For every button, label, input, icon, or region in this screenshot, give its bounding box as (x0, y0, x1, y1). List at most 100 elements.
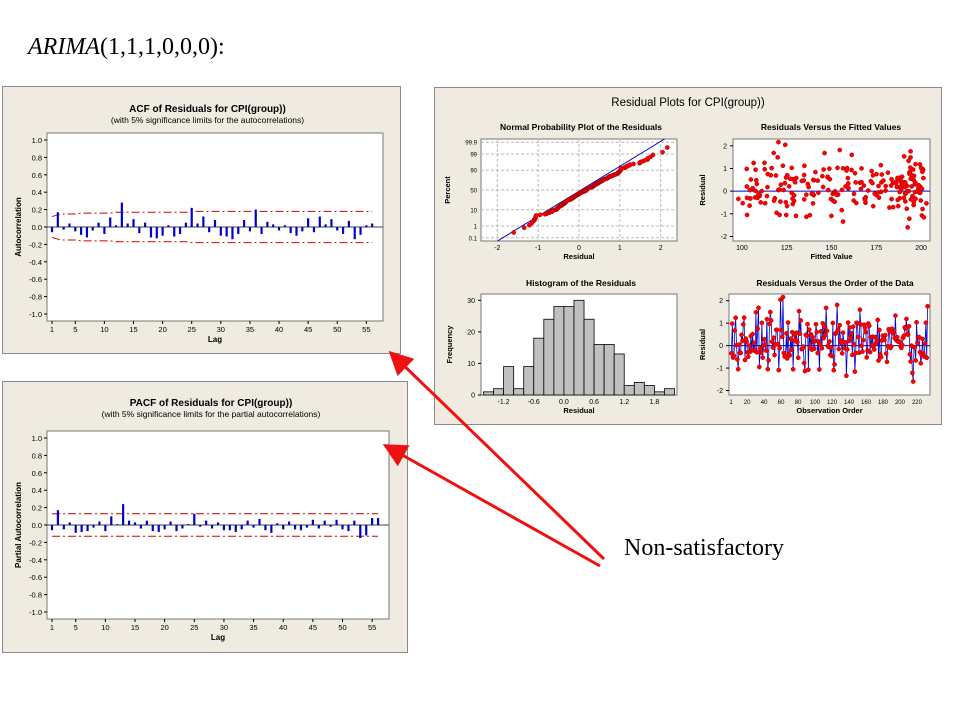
order-point (798, 318, 804, 323)
acf-xtick-label: 10 (100, 325, 108, 334)
fitted-point (858, 186, 864, 192)
order-point (831, 367, 837, 373)
acf-bar (219, 227, 222, 236)
normprob-point (631, 161, 636, 167)
acf-bar (266, 221, 269, 227)
acf-bar (202, 216, 205, 227)
fitted-point (874, 171, 879, 177)
acf-bar (103, 227, 106, 234)
order-point (736, 342, 742, 347)
acf-ytick-label: -0.6 (29, 275, 42, 284)
fitted-point (843, 184, 848, 189)
acf-bar (254, 209, 257, 227)
pacf-bar (222, 525, 226, 531)
fitted-point (865, 188, 871, 193)
acf-bar (371, 223, 374, 227)
histogram-bar (543, 318, 555, 396)
order-point (759, 320, 765, 326)
order-point (863, 329, 869, 335)
acf-xtick-label: 25 (188, 325, 196, 334)
pacf-bar (104, 525, 107, 532)
normprob-ylabel: Percent (443, 176, 452, 204)
fitted-point (849, 152, 855, 158)
histogram-xtick-label: 0.0 (559, 399, 569, 406)
pacf-bar (311, 519, 314, 525)
fitted-point (784, 203, 790, 209)
fitted-point (844, 165, 850, 171)
fitted-point (921, 215, 927, 220)
fitted-point (870, 180, 875, 186)
pacf-xtick-label: 1 (50, 623, 54, 632)
pacf-bar (376, 518, 380, 525)
pacf-xlabel: Lag (211, 633, 225, 642)
order-point (851, 342, 857, 347)
fitted-point (750, 185, 756, 191)
order-point (810, 334, 815, 340)
histogram-ylabel: Frequency (445, 325, 454, 364)
pacf-ytick-label: 1.0 (32, 434, 42, 443)
order-point (741, 315, 747, 320)
acf-bar (324, 224, 327, 227)
order-xtick-label: 220 (912, 400, 923, 406)
fitted-point (908, 165, 913, 170)
fitted-point (876, 183, 881, 189)
pacf-ytick-label: 0.2 (32, 504, 42, 513)
fitted-xlabel: Fitted Value (810, 252, 852, 261)
acf-bar (277, 227, 281, 231)
order-point (864, 355, 870, 360)
fitted-xtick-label: 175 (870, 245, 882, 252)
histogram-bar (643, 385, 655, 396)
order-point (814, 329, 820, 335)
fitted-point (806, 184, 811, 190)
order-point (806, 367, 811, 373)
pacf-xtick-label: 10 (101, 623, 109, 632)
acf-bar (336, 227, 339, 231)
normprob-xtick-label: -2 (494, 245, 500, 252)
fitted-ytick-label: 1 (723, 166, 727, 173)
fitted-ytick-label: -1 (721, 211, 727, 218)
acf-xtick-label: 55 (362, 325, 370, 334)
fitted-point (885, 170, 891, 176)
fitted-point (825, 187, 831, 193)
order-point (891, 330, 897, 335)
order-point (923, 320, 929, 326)
fitted-point (765, 184, 770, 190)
histogram-xtick-label: 0.6 (589, 399, 599, 406)
acf-bar (149, 227, 153, 238)
acf-bar (312, 227, 316, 233)
fitted-point (911, 199, 917, 205)
order-point (918, 360, 924, 366)
normprob-title: Normal Probability Plot of the Residuals (500, 122, 662, 132)
pacf-ytick-label: -0.8 (29, 591, 42, 600)
order-point (772, 352, 777, 358)
order-point (875, 317, 881, 323)
order-point (925, 303, 930, 309)
acf-ytick-label: 1.0 (32, 136, 42, 145)
pacf-bar (187, 524, 190, 525)
fitted-point (753, 167, 758, 173)
pacf-bar (347, 525, 350, 532)
order-point (903, 326, 908, 332)
fitted-point (756, 191, 761, 197)
normprob-point (511, 230, 517, 235)
order-xtick-label: 20 (744, 400, 751, 406)
order-point (922, 341, 928, 346)
histogram-bar (653, 391, 665, 396)
order-xlabel: Observation Order (796, 406, 862, 415)
pacf-xtick-label: 35 (249, 623, 257, 632)
order-point (883, 351, 889, 356)
histogram-xtick-label: -0.6 (528, 399, 540, 406)
order-point (800, 344, 806, 349)
histogram-bar (603, 344, 615, 396)
order-point (769, 339, 775, 345)
order-point (745, 354, 751, 360)
residual-plots-panel: Residual Plots for CPI(group)) Normal Pro… (434, 87, 942, 425)
pacf-ytick-label: -0.4 (29, 556, 42, 565)
pacf-bar (270, 525, 273, 533)
order-point (762, 342, 768, 347)
pacf-bar (62, 525, 65, 530)
acf-bar (307, 218, 310, 227)
order-xtick-label: 200 (895, 400, 906, 406)
order-point (774, 327, 780, 333)
normprob-ytick-label: 90 (470, 169, 477, 175)
